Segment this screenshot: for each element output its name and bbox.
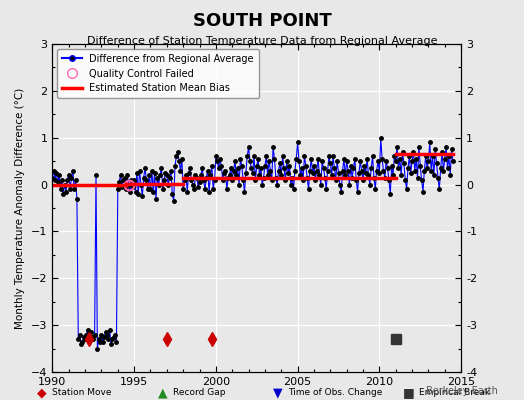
Text: Difference of Station Temperature Data from Regional Average: Difference of Station Temperature Data f… (87, 36, 437, 46)
Text: ▼: ▼ (273, 386, 282, 399)
Y-axis label: Monthly Temperature Anomaly Difference (°C): Monthly Temperature Anomaly Difference (… (16, 87, 26, 329)
Text: ▲: ▲ (158, 386, 167, 399)
Text: ■: ■ (403, 386, 414, 399)
Text: ◆: ◆ (37, 386, 47, 399)
Text: SOUTH POINT: SOUTH POINT (193, 12, 331, 30)
Text: Record Gap: Record Gap (173, 388, 225, 397)
Text: Empirical Break: Empirical Break (419, 388, 490, 397)
Text: Time of Obs. Change: Time of Obs. Change (288, 388, 383, 397)
Legend: Difference from Regional Average, Quality Control Failed, Estimated Station Mean: Difference from Regional Average, Qualit… (57, 49, 259, 98)
Text: Station Move: Station Move (52, 388, 112, 397)
Text: Berkeley Earth: Berkeley Earth (426, 386, 498, 396)
